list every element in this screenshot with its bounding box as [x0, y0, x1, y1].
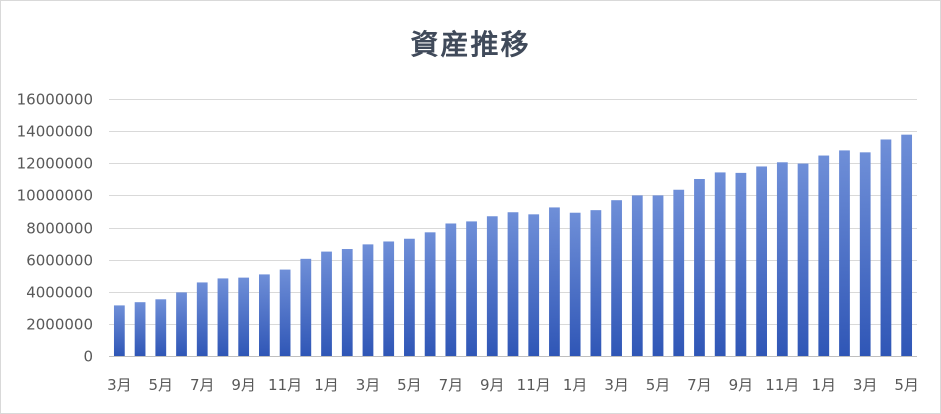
x-tick-label: 5月 [894, 376, 919, 394]
y-tick-label: 0 [83, 348, 93, 366]
x-tick-label: 5月 [149, 376, 174, 394]
y-tick-label: 10000000 [17, 187, 93, 205]
x-tick-label: 5月 [397, 376, 422, 394]
x-tick-label: 9月 [480, 376, 505, 394]
bar-33 [776, 162, 788, 356]
bar-9 [279, 269, 291, 356]
x-tick-label: 3月 [604, 376, 629, 394]
bar-8 [259, 274, 270, 356]
bar-32 [756, 166, 767, 356]
bar-27 [652, 195, 664, 357]
bar-2 [134, 302, 146, 356]
bar-13 [362, 244, 374, 356]
x-tick-label: 5月 [646, 376, 671, 394]
x-tick-label: 1月 [314, 376, 339, 394]
bar-15 [404, 238, 415, 356]
x-tick-label: 11月 [765, 376, 799, 394]
y-tick-label: 8000000 [26, 220, 93, 238]
bar-22 [549, 207, 560, 356]
bar-20 [507, 212, 519, 356]
bar-23 [569, 212, 581, 356]
bar-5 [196, 282, 208, 356]
bar-10 [300, 258, 312, 356]
y-tick-label: 12000000 [17, 155, 93, 173]
bar-7 [238, 277, 250, 356]
y-tick-label: 6000000 [26, 252, 93, 270]
bar-12 [341, 249, 353, 356]
bar-35 [818, 155, 830, 356]
bar-16 [424, 232, 436, 356]
x-tick-label: 7月 [439, 376, 464, 394]
bar-38 [880, 139, 892, 356]
x-tick-label: 9月 [729, 376, 754, 394]
bar-25 [611, 200, 622, 356]
y-tick-label: 2000000 [26, 316, 93, 334]
x-tick-label: 11月 [268, 376, 302, 394]
bar-29 [694, 178, 705, 356]
bar-6 [217, 278, 229, 356]
bar-37 [859, 152, 871, 356]
bar-11 [321, 251, 332, 356]
x-tick-label: 3月 [853, 376, 878, 394]
x-tick-label: 7月 [687, 376, 712, 394]
bar-1 [113, 305, 125, 356]
bar-4 [176, 292, 187, 356]
bar-24 [590, 210, 602, 356]
x-tick-label: 7月 [190, 376, 215, 394]
bar-18 [466, 221, 477, 356]
bar-30 [714, 172, 726, 356]
x-tick-label: 3月 [356, 376, 381, 394]
bar-17 [445, 223, 457, 356]
bar-28 [673, 189, 685, 356]
bar-31 [735, 172, 747, 356]
chart-title: 資産推移 [410, 28, 531, 61]
bar-34 [797, 163, 809, 356]
bar-21 [528, 214, 540, 356]
x-tick-label: 11月 [517, 376, 551, 394]
y-tick-label: 4000000 [26, 284, 93, 302]
y-tick-label: 16000000 [17, 91, 93, 109]
bar-26 [631, 195, 643, 357]
x-tick-label: 3月 [107, 376, 132, 394]
y-tick-label: 14000000 [17, 123, 93, 141]
bar-36 [839, 150, 850, 356]
x-tick-label: 9月 [231, 376, 256, 394]
x-tick-label: 1月 [563, 376, 588, 394]
bar-14 [383, 241, 395, 356]
x-tick-label: 1月 [811, 376, 836, 394]
bar-3 [155, 299, 167, 356]
bar-19 [486, 216, 498, 356]
bar-39 [901, 134, 913, 356]
